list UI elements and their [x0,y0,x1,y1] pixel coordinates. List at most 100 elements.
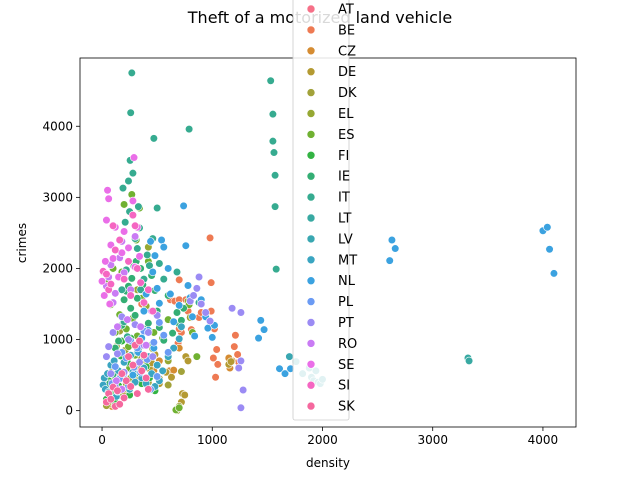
point-it [268,137,277,146]
point-es [175,403,184,412]
point-ro [142,341,151,350]
point-it [159,275,168,284]
point-it [117,285,126,294]
point-it [185,124,194,134]
point-ro [112,376,121,385]
point-sk [133,389,142,398]
point-sk [139,351,149,360]
point-pt [124,335,133,344]
y-axis: 0 1000 2000 3000 4000 [42,119,80,418]
point-it [121,218,130,227]
legend-label-pt: PT [338,316,354,331]
legend-marker-dk [306,88,316,97]
point-nl [543,223,552,232]
point-ie [131,311,140,320]
point-nl [385,256,394,265]
legend-marker-cz [306,46,316,56]
point-de [183,356,193,365]
point-it [270,171,280,180]
point-se [119,227,129,236]
y-tick-label: 1000 [42,333,73,347]
point-nl [280,369,290,378]
point-se [129,153,139,162]
legend-marker-at [306,4,316,14]
point-mt [153,361,162,370]
legend-label-si: SI [338,379,350,394]
legend-marker-si [306,380,316,390]
point-nl [391,244,400,253]
point-be [233,350,242,359]
legend-marker-it [306,192,316,202]
point-si [148,307,157,316]
point-nl [545,245,554,254]
x-tick-label: 1000 [197,433,228,447]
point-ro [123,315,132,324]
point-se [128,196,138,206]
point-it [134,202,143,211]
x-axis-label: density [306,456,350,470]
legend-marker-nl [306,276,316,286]
legend-marker-se [306,359,316,369]
point-nl [190,331,199,341]
point-se [100,291,109,300]
legend-label-ie: IE [338,170,350,185]
point-nl [175,301,184,310]
point-cz [169,366,178,375]
point-pt [102,352,111,361]
point-si [108,221,118,230]
point-se [124,243,133,252]
point-sk [117,369,126,378]
point-si [131,221,140,230]
point-se [108,254,118,263]
y-tick-label: 4000 [42,119,73,133]
point-it [172,267,182,277]
point-it [124,176,133,186]
legend-marker-mt [306,255,316,265]
point-nl [159,243,168,252]
point-be [230,342,239,351]
point-sk [137,366,146,375]
point-pl [164,348,173,357]
y-axis-label: crimes [15,223,29,263]
legend-marker-es [306,130,316,139]
point-sk [135,336,144,346]
point-si [119,275,129,284]
point-nl [549,269,559,278]
legend-label-it: IT [338,191,350,206]
point-be [205,233,215,242]
point-nl [275,364,284,373]
point-pt [234,363,243,373]
point-pl [149,338,158,347]
point-mt [169,343,178,353]
point-be [175,275,184,284]
point-si [126,291,135,300]
legend-marker-lt [306,213,316,223]
point-it [155,259,164,268]
x-tick-label: 3000 [417,433,448,447]
legend-marker-be [306,25,316,35]
legend-label-de: DE [338,65,356,80]
point-ro [131,232,140,241]
legend-label-nl: NL [338,274,356,289]
point-it [126,108,135,117]
point-it [118,184,128,193]
point-sk [122,376,131,385]
point-mt [158,366,167,375]
point-pt [236,356,246,365]
point-ro [113,322,122,331]
point-nl [128,370,138,380]
point-nl [259,325,269,334]
point-de [180,390,189,400]
y-tick-label: 3000 [42,190,73,204]
point-nl [146,237,155,246]
point-it [266,76,275,85]
point-si [144,285,153,294]
x-tick-label: 4000 [528,433,559,447]
point-nl [139,307,149,316]
legend-marker-sk [306,401,316,411]
point-dk [164,380,173,390]
point-ie [119,295,129,304]
point-be [211,373,220,382]
x-tick-label: 2000 [307,433,338,447]
point-si [128,211,138,220]
